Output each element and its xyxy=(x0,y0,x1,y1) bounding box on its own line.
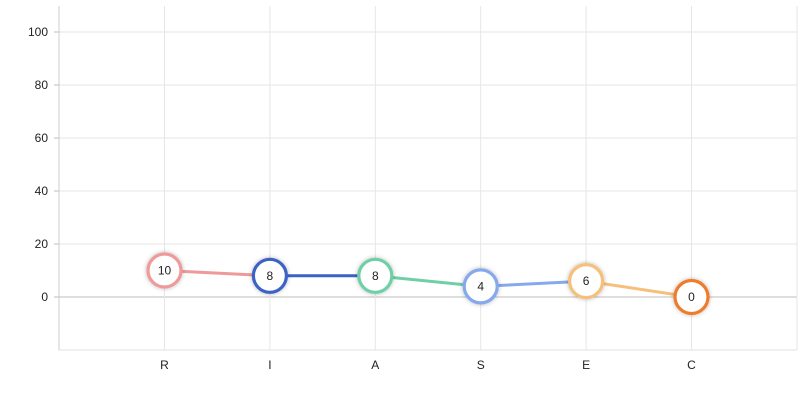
y-tick-label: 40 xyxy=(35,184,49,198)
x-tick-label: I xyxy=(268,358,271,372)
y-tick-labels: 100 80 60 40 20 0 xyxy=(28,25,48,304)
data-label: 10 xyxy=(158,264,172,278)
data-label: 8 xyxy=(372,269,379,283)
data-point[interactable]: 8 xyxy=(251,257,288,294)
data-point-marker[interactable] xyxy=(462,268,499,305)
x-tick-label: R xyxy=(160,358,169,372)
x-tick-label: A xyxy=(371,358,379,372)
grid xyxy=(58,6,798,350)
data-point-marker[interactable] xyxy=(567,263,605,300)
series-lines xyxy=(163,269,693,299)
x-tick-label: C xyxy=(687,358,696,372)
data-point[interactable]: 4 xyxy=(462,268,499,305)
data-point[interactable]: 0 xyxy=(673,278,710,316)
data-points: 10 8 8 4 6 0 xyxy=(146,252,710,316)
data-point-marker[interactable] xyxy=(357,257,394,294)
y-tick-label: 0 xyxy=(41,290,48,304)
data-point[interactable]: 6 xyxy=(567,263,605,300)
data-label: 4 xyxy=(477,279,484,293)
data-point-marker[interactable] xyxy=(146,252,183,289)
data-label: 0 xyxy=(688,290,695,304)
data-point-marker[interactable] xyxy=(673,278,710,316)
y-tick-label: 100 xyxy=(28,25,48,39)
y-tick-label: 80 xyxy=(35,78,49,92)
data-label: 8 xyxy=(267,269,274,283)
y-tick-label: 60 xyxy=(35,131,49,145)
x-tick-label: S xyxy=(477,358,485,372)
axes xyxy=(54,6,797,351)
data-point-marker[interactable] xyxy=(251,257,288,294)
data-point[interactable]: 10 xyxy=(146,252,183,289)
y-tick-label: 20 xyxy=(35,237,49,251)
x-tick-label: E xyxy=(582,358,590,372)
data-point[interactable]: 8 xyxy=(357,257,394,294)
data-label: 6 xyxy=(583,274,590,288)
